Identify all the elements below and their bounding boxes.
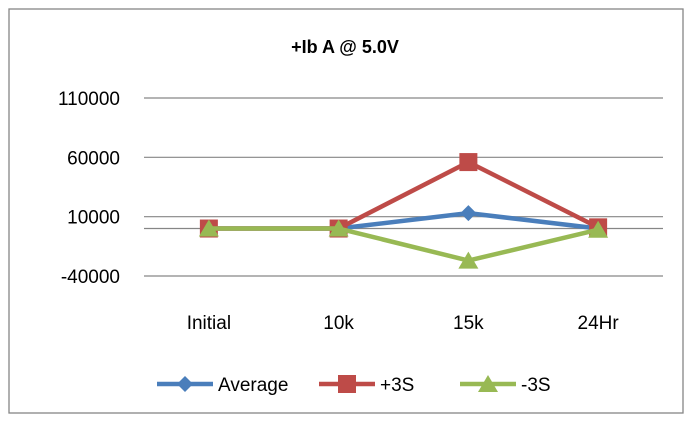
x-axis-tick-labels: Initial 10k 15k 24Hr xyxy=(187,313,620,334)
legend-entry: Average xyxy=(157,375,288,396)
data-series xyxy=(198,153,609,269)
chart-title: +Ib A @ 5.0V xyxy=(291,37,399,57)
y-tick-label: 110000 xyxy=(58,89,120,110)
series-line xyxy=(208,226,599,263)
x-tick-label: 10k xyxy=(323,313,354,334)
chart-border xyxy=(8,8,684,414)
legend-entry: +3S xyxy=(319,375,414,396)
y-tick-label: -40000 xyxy=(61,267,120,288)
legend-label: Average xyxy=(218,375,288,396)
legend-marker-triangle xyxy=(478,375,498,392)
data-point-diamond xyxy=(460,205,477,222)
y-axis-tick-labels: 110000 60000 10000 -40000 xyxy=(58,89,120,288)
y-tick-label: 60000 xyxy=(67,148,120,169)
data-point-triangle xyxy=(458,251,479,269)
data-point-square xyxy=(459,153,478,172)
legend: Average +3S -3S xyxy=(157,375,551,396)
legend-entry: -3S xyxy=(460,375,551,396)
legend-marker-square xyxy=(338,375,356,393)
series--3s xyxy=(198,219,609,269)
x-tick-label: 15k xyxy=(453,313,484,334)
data-point-triangle xyxy=(198,219,219,237)
data-point-triangle xyxy=(328,219,349,237)
legend-label: -3S xyxy=(521,375,551,396)
legend-marker-diamond xyxy=(177,376,193,392)
x-tick-label: 24Hr xyxy=(578,313,620,334)
data-point-triangle xyxy=(588,220,609,238)
legend-label: +3S xyxy=(380,375,414,396)
y-tick-label: 10000 xyxy=(67,208,120,229)
x-tick-label: Initial xyxy=(187,313,231,334)
